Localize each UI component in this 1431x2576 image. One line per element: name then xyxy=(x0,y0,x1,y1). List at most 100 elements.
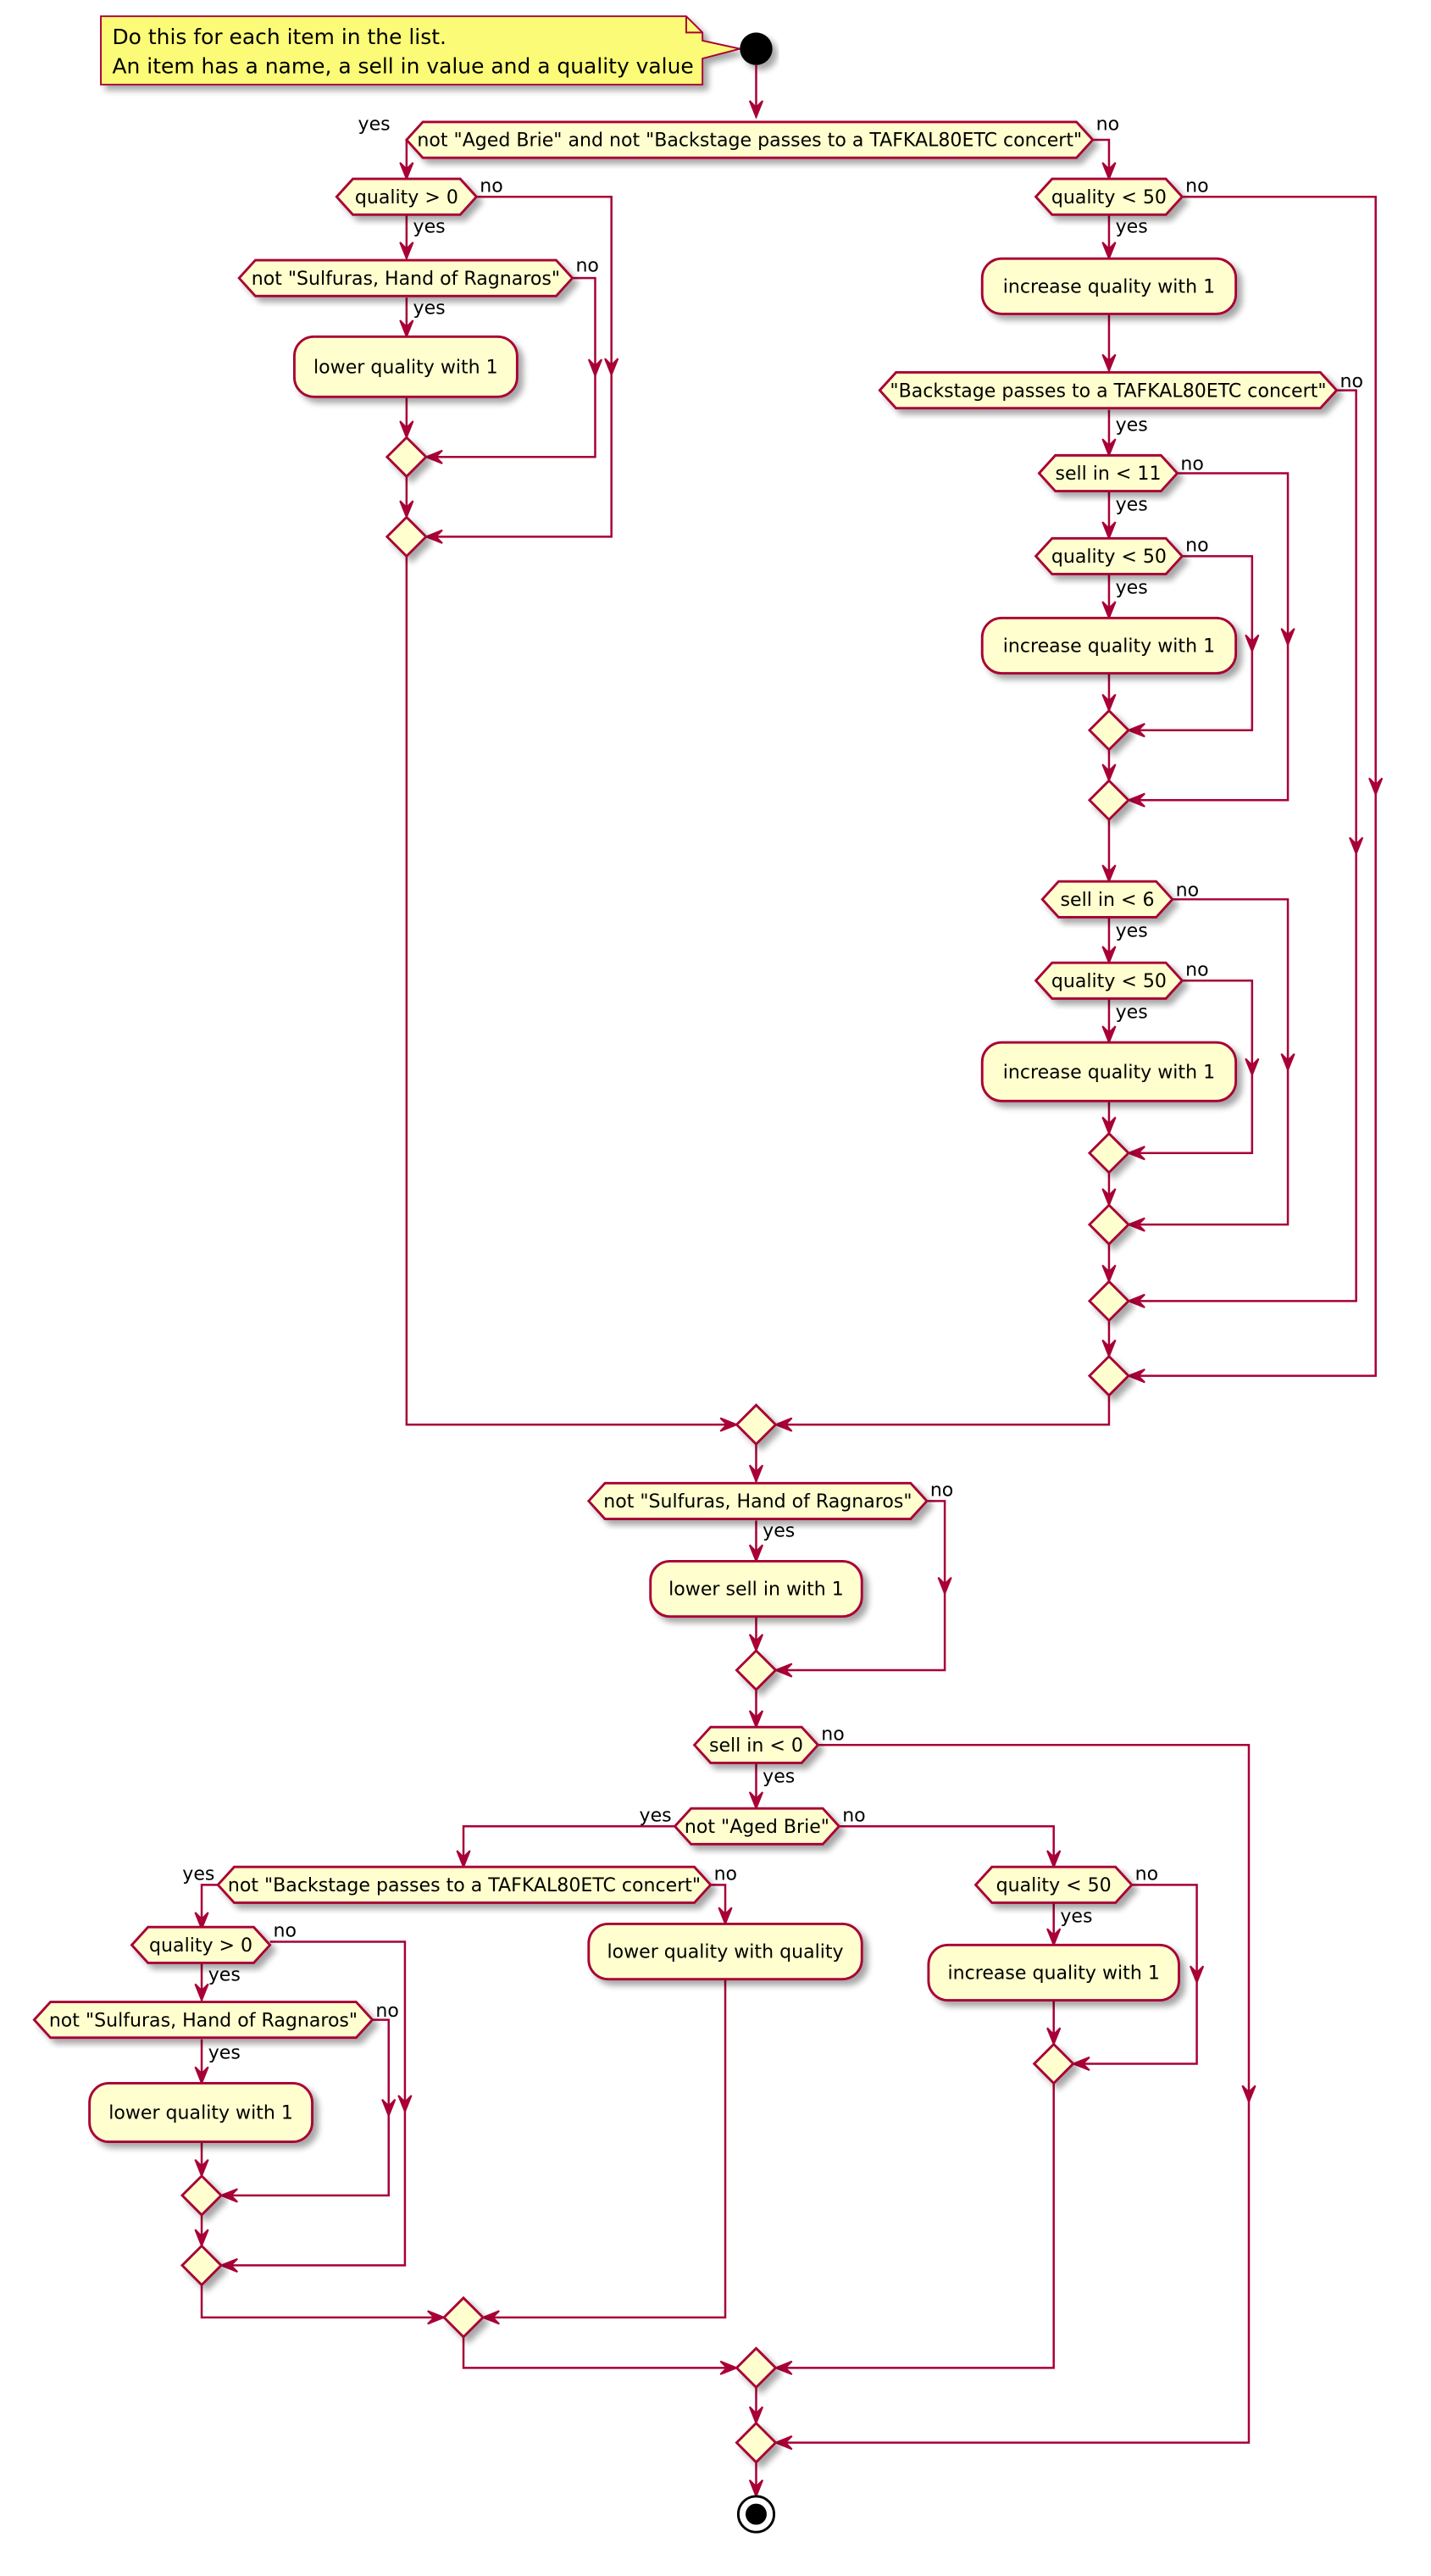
arrowhead xyxy=(1101,693,1117,713)
flow-edge xyxy=(405,556,737,1426)
flow-edge xyxy=(710,1884,727,1924)
arrowhead xyxy=(399,162,414,181)
action-a-lower-quality-2: lower quality with 1 xyxy=(88,2082,313,2144)
branch-label-no: no xyxy=(375,2001,398,2022)
branch-label-yes: yes xyxy=(1060,1906,1092,1927)
decision-shape xyxy=(237,258,574,297)
note-fold xyxy=(685,16,703,34)
arrowhead xyxy=(1046,1928,1062,1947)
decision-label: sell in < 0 xyxy=(709,1735,803,1757)
decision-label: quality < 50 xyxy=(1051,971,1167,992)
note-line-2: An item has a name, a sell in value and … xyxy=(112,53,693,78)
flow-edge xyxy=(775,1744,1251,2444)
action-a-lower-quality-1: lower quality with 1 xyxy=(292,335,519,398)
merge-diamond xyxy=(1087,1354,1131,1397)
merge-diamond xyxy=(1087,1203,1131,1246)
mid-arrowhead xyxy=(604,358,619,377)
arrowhead xyxy=(719,2360,740,2375)
branch-label-yes: yes xyxy=(1116,495,1148,516)
action-label: lower sell in with 1 xyxy=(668,1579,844,1601)
arrowhead xyxy=(1101,438,1117,458)
arrowhead xyxy=(1126,1146,1145,1161)
decision-d-not-sulfuras-b: not "Sulfuras, Hand of Ragnaros" xyxy=(586,1481,929,1520)
decision-shape xyxy=(1034,536,1184,575)
mid-arrowhead xyxy=(937,1576,952,1596)
branch-label-no: no xyxy=(1096,114,1119,136)
action-a-increase-quality-3: increase quality with 1 xyxy=(980,1041,1238,1102)
branch-label-yes: yes xyxy=(1116,216,1148,237)
arrowhead xyxy=(748,1634,764,1653)
arrowhead xyxy=(1101,1188,1117,1208)
mid-arrowhead xyxy=(587,358,603,378)
action-a-increase-quality-1: increase quality with 1 xyxy=(980,257,1238,315)
end-node-inner xyxy=(746,2503,767,2525)
arrowhead xyxy=(1126,792,1145,808)
decision-d-quality-lt-50-b: quality < 50 xyxy=(1034,536,1184,575)
decision-shape xyxy=(973,1865,1134,1904)
branch-label-yes: yes xyxy=(1116,1002,1148,1023)
decision-shape xyxy=(878,371,1339,410)
action-shape xyxy=(292,335,519,398)
end-node xyxy=(736,2495,776,2534)
decision-shape xyxy=(216,1865,713,1904)
flow-edge xyxy=(462,2336,737,2369)
arrowhead xyxy=(399,242,414,261)
decision-label: not "Sulfuras, Hand of Ragnaros" xyxy=(603,1491,912,1513)
arrowhead xyxy=(748,1544,764,1564)
branch-label-yes: yes xyxy=(763,1766,795,1787)
branch-label-no: no xyxy=(273,1921,296,1942)
branch-label-yes: yes xyxy=(1116,578,1148,599)
decision-shape xyxy=(335,177,479,216)
branch-label-yes: yes xyxy=(640,1805,672,1826)
decision-d-quality-gt-0-a: quality > 0 xyxy=(335,177,479,216)
merge-diamond xyxy=(180,2244,224,2287)
decision-d-quality-lt-50-c: quality < 50 xyxy=(1034,961,1184,1000)
arrowhead xyxy=(773,1663,793,1678)
branch-label-no: no xyxy=(714,1864,737,1885)
arrowhead xyxy=(748,1791,764,1811)
decision-d-not-backstage: not "Backstage passes to a TAFKAL80ETC c… xyxy=(216,1865,713,1904)
arrowhead xyxy=(748,1464,764,1484)
arrowhead xyxy=(480,2310,500,2325)
branch-label-no: no xyxy=(1176,880,1199,901)
decision-shape xyxy=(586,1481,929,1520)
branch-label-yes: yes xyxy=(182,1864,214,1885)
start-node xyxy=(740,32,773,65)
arrowhead xyxy=(748,1710,764,1729)
branch-label-no: no xyxy=(842,1805,865,1826)
action-label: lower quality with quality xyxy=(607,1942,843,1963)
decision-label: quality < 50 xyxy=(1051,187,1167,208)
decision-label: "Backstage passes to a TAFKAL80ETC conce… xyxy=(890,380,1326,402)
branch-label-yes: yes xyxy=(413,216,446,237)
arrowhead xyxy=(194,1912,209,1931)
flow-edge xyxy=(200,2285,444,2319)
merge-diamond xyxy=(385,515,428,558)
decision-label: not "Backstage passes to a TAFKAL80ETC c… xyxy=(228,1875,701,1896)
action-label: increase quality with 1 xyxy=(948,1963,1160,1985)
decision-d-quality-lt-50-a: quality < 50 xyxy=(1034,177,1184,216)
decision-d-sell-in-lt-0: sell in < 0 xyxy=(692,1725,820,1764)
mid-arrowhead xyxy=(1245,1058,1260,1078)
arrowhead xyxy=(773,1417,793,1432)
decision-d-not-aged-brie: not "Aged Brie" xyxy=(673,1807,841,1846)
decision-shape xyxy=(1040,880,1174,919)
branch-label-no: no xyxy=(821,1724,844,1746)
action-a-lower-sell-in: lower sell in with 1 xyxy=(649,1559,863,1618)
arrowhead xyxy=(1101,353,1117,374)
action-shape xyxy=(980,1041,1238,1102)
decision-label: not "Sulfuras, Hand of Ragnaros" xyxy=(252,269,560,290)
arrowhead xyxy=(456,1850,471,1869)
branch-label-yes: yes xyxy=(208,1965,241,1986)
branch-label-yes: yes xyxy=(358,114,391,136)
merge-diamond xyxy=(735,2346,778,2390)
decision-shape xyxy=(1034,177,1184,216)
arrowhead xyxy=(748,2479,764,2499)
arrowhead xyxy=(1046,1850,1062,1869)
decision-label: sell in < 11 xyxy=(1055,464,1161,485)
arrowhead xyxy=(424,449,443,464)
decision-d-sell-in-lt-11: sell in < 11 xyxy=(1037,453,1179,493)
arrowhead xyxy=(719,1417,740,1432)
arrowhead xyxy=(1071,2056,1090,2072)
arrowhead xyxy=(424,529,443,544)
action-label: increase quality with 1 xyxy=(1003,1062,1215,1083)
